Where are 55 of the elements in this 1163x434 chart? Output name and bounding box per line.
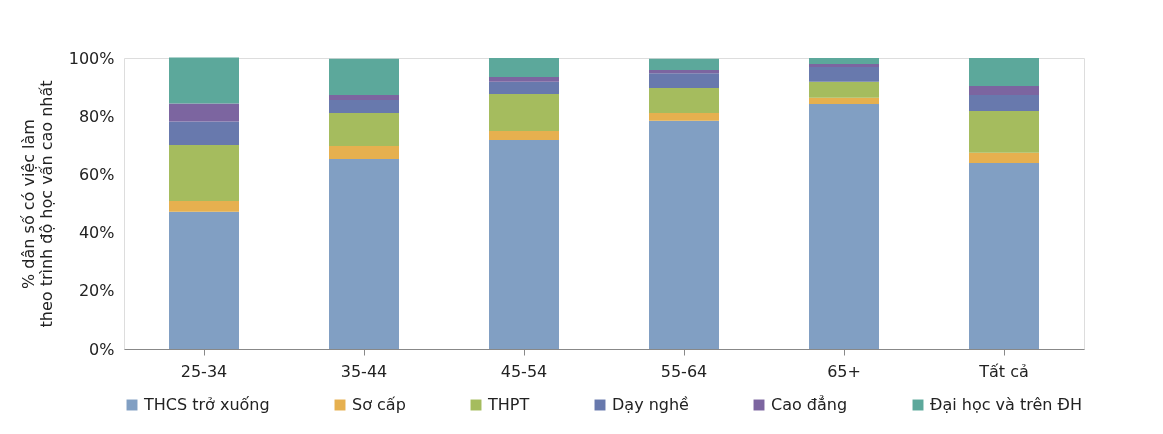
x-tick-label: 35-44 [340,361,388,381]
bar [489,58,559,77]
bar [329,99,399,113]
bar [809,58,879,65]
legend-label: Đại học và trên ĐH [930,395,1082,414]
x-tick-label: 45-54 [500,361,548,381]
bar [329,58,399,95]
bar [649,120,719,349]
bar [649,113,719,121]
y-tick-label: 100% [68,48,115,68]
bar [329,158,399,349]
bar [809,97,879,104]
bar [489,76,559,82]
y-tick-label: 0% [89,339,115,359]
bar [169,145,239,201]
bar [489,94,559,132]
x-tick-label: 25-34 [180,361,228,381]
bar [969,94,1039,111]
bar [649,87,719,113]
bar [809,103,879,349]
legend-label: Cao đẳng [771,395,848,414]
x-tick-label: Tất cả [978,361,1029,381]
y-tick-label: 20% [78,281,115,301]
legend-label: THPT [487,395,530,414]
bar [649,58,719,70]
y-tick-label: 80% [78,106,115,126]
bar [969,163,1039,349]
bar [809,67,879,82]
legend-label: Sơ cấp [352,395,406,414]
bar [169,211,239,349]
bar [169,200,239,212]
bar [169,57,239,104]
bar [969,110,1039,153]
bar [649,69,719,74]
bar [969,58,1039,86]
y-tick-label: 40% [78,223,115,243]
x-tick-label: 55-64 [660,361,708,381]
bar [649,73,719,88]
bar [169,103,239,122]
bar [329,145,399,159]
legend-label: Dạy nghề [612,395,689,414]
bar [489,140,559,349]
x-tick-label: 65+ [827,361,861,381]
y-axis-title: % dân số có việc làm theo trình độ học vấn cao nhất [18,80,56,328]
bar [809,81,879,98]
legend-label: THCS trở xuống [143,395,270,414]
bar [809,64,879,68]
bar [969,85,1039,95]
y-tick-label: 60% [78,164,115,184]
bar [329,113,399,146]
bar [969,152,1039,164]
bar [489,131,559,141]
bar [169,121,239,146]
bar [489,81,559,95]
bar [329,94,399,100]
